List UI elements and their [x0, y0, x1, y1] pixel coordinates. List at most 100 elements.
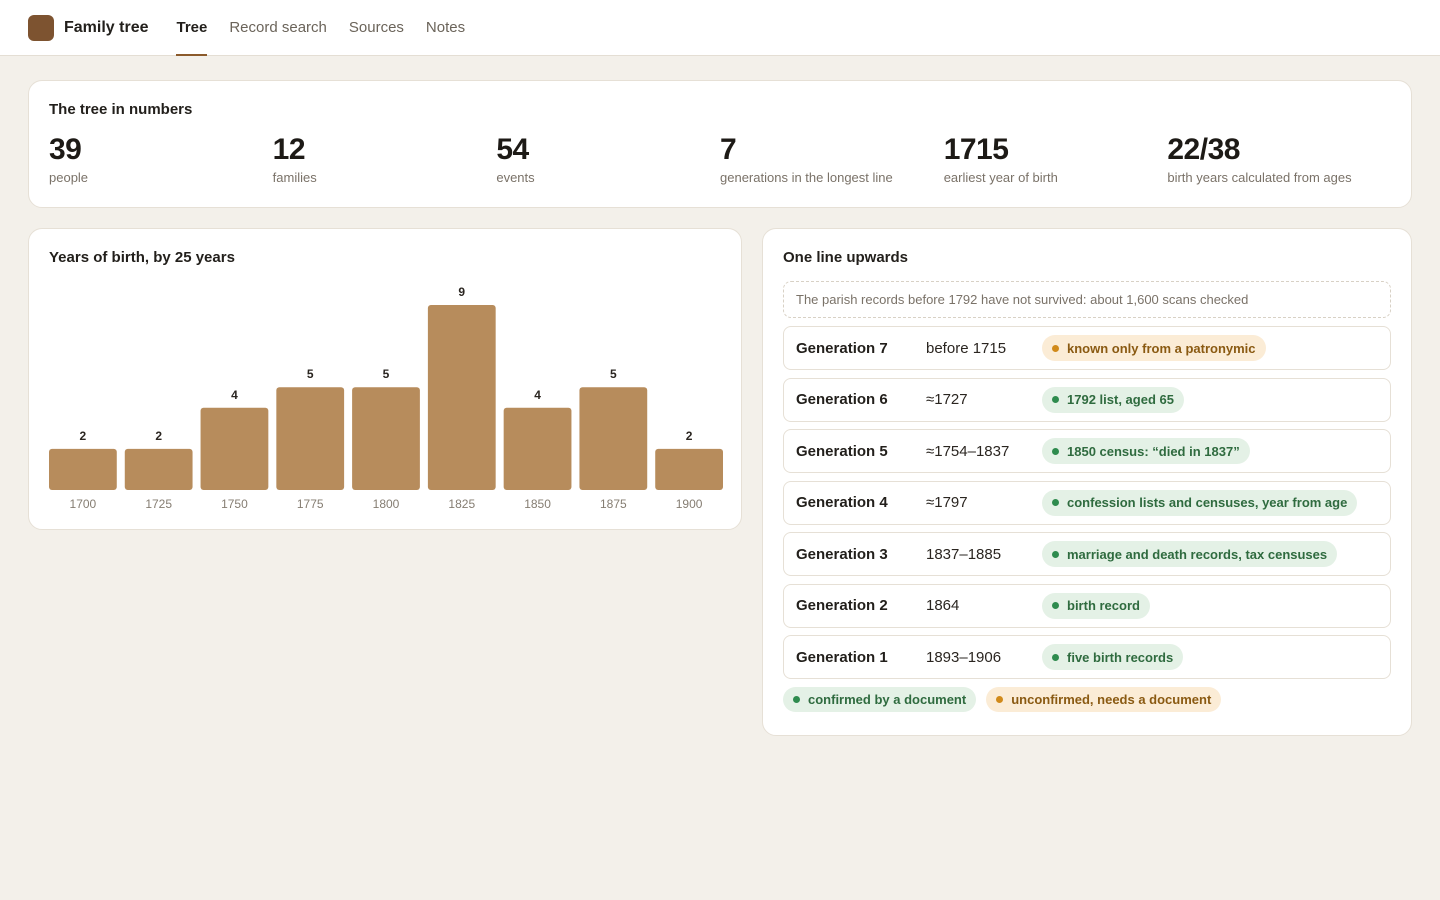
- generation-name: Generation 5: [796, 442, 888, 460]
- stats-title: The tree in numbers: [49, 101, 193, 118]
- source-text: birth record: [1067, 598, 1140, 613]
- stat-label: generations in the longest line: [720, 170, 893, 185]
- source-badge: five birth records: [1042, 644, 1184, 670]
- generation-row-4[interactable]: Generation 4 ≈1797 confession lists and …: [783, 480, 1391, 525]
- generation-name: Generation 7: [796, 339, 888, 357]
- stat-value: 7: [720, 133, 737, 166]
- x-tick-label: 1700: [70, 497, 97, 511]
- generation-years: 1864: [926, 597, 960, 614]
- stat-value: 54: [496, 133, 529, 166]
- bar-1900[interactable]: [655, 448, 723, 490]
- main-nav: Tree Record search Sources Notes: [176, 0, 487, 56]
- stat-people: 39 people: [49, 132, 273, 185]
- stat-events: 54 events: [496, 132, 720, 185]
- status-dot-icon: [1052, 653, 1059, 661]
- source-text: 1850 census: “died in 1837”: [1067, 443, 1240, 459]
- generation-name: Generation 3: [796, 545, 888, 563]
- stats-row: 39 people 12 families 54 events 7 genera…: [49, 132, 1391, 185]
- legend-text: unconfirmed, needs a document: [1011, 691, 1212, 707]
- generation-row-3[interactable]: Generation 3 1837–1885 marriage and deat…: [783, 532, 1391, 576]
- generation-name: Generation 4: [796, 494, 888, 511]
- birth-years-chart: 2 1700 2 1725 4 1750 5 1775 5 1800 9 1825 4 1850 5 1875…: [49, 285, 723, 511]
- bar-value-label: 4: [231, 388, 238, 402]
- legend-text: confirmed by a document: [808, 691, 967, 707]
- bar-value-label: 4: [534, 388, 541, 402]
- status-legend: confirmed by a document unconfirmed, nee…: [783, 686, 1391, 712]
- status-dot-icon: [1052, 550, 1059, 558]
- bar-value-label: 9: [458, 285, 465, 299]
- generation-years: before 1715: [926, 339, 1007, 357]
- missing-records-note: The parish records before 1792 have not …: [783, 281, 1391, 318]
- generation-name: Generation 1: [796, 648, 888, 666]
- stat-value: 22/38: [1167, 133, 1240, 166]
- bar-value-label: 5: [610, 367, 617, 381]
- source-badge: known only from a patronymic: [1042, 335, 1266, 361]
- app-title: Family tree: [64, 18, 149, 36]
- tab-notes[interactable]: Notes: [425, 19, 466, 36]
- bar-value-label: 2: [686, 429, 693, 443]
- bar-1725[interactable]: [124, 448, 193, 490]
- generation-name: Generation 6: [796, 391, 888, 408]
- x-tick-label: 1800: [373, 497, 400, 511]
- x-tick-label: 1900: [676, 497, 703, 511]
- stat-label: birth years calculated from ages: [1167, 170, 1352, 185]
- stat-label: events: [496, 170, 535, 185]
- generation-name: Generation 2: [796, 597, 888, 614]
- stat-value: 39: [49, 133, 82, 166]
- stat-value: 12: [272, 133, 306, 166]
- generation-years: 1893–1906: [926, 648, 1002, 666]
- bar-1875[interactable]: [579, 387, 648, 490]
- bar-1750[interactable]: [200, 407, 269, 490]
- bar-1825[interactable]: [427, 305, 496, 490]
- tab-sources[interactable]: Sources: [348, 19, 404, 36]
- source-text: confession lists and censuses, year from…: [1067, 495, 1348, 510]
- status-dot-icon: [793, 695, 800, 703]
- line-title: One line upwards: [783, 249, 909, 266]
- stat-generations: 7 generations in the longest line: [720, 132, 944, 185]
- generation-years: ≈1727: [926, 391, 968, 408]
- source-badge: confession lists and censuses, year from…: [1042, 489, 1358, 516]
- bar-value-label: 5: [307, 367, 314, 381]
- status-dot-icon: [1052, 447, 1059, 455]
- x-tick-label: 1825: [448, 497, 475, 511]
- stat-label: earliest year of birth: [943, 170, 1058, 185]
- generation-row-6[interactable]: Generation 6 ≈1727 1792 list, aged 65: [783, 377, 1391, 422]
- status-dot-icon: [1052, 602, 1059, 609]
- tab-record-search[interactable]: Record search: [229, 19, 327, 36]
- legend-unconfirmed: unconfirmed, needs a document: [986, 686, 1222, 712]
- generation-years: 1837–1885: [926, 545, 1002, 563]
- generation-years: ≈1797: [926, 494, 968, 511]
- source-text: marriage and death records, tax censuses: [1067, 546, 1328, 562]
- x-tick-label: 1775: [297, 497, 324, 511]
- status-dot-icon: [1052, 396, 1059, 403]
- bar-1700[interactable]: [49, 448, 117, 490]
- bar-value-label: 5: [383, 367, 390, 381]
- birth-years-chart-card: Years of birth, by 25 years 2 1700 2 1725 4 1…: [28, 228, 742, 530]
- app-logo: [28, 14, 54, 41]
- status-dot-icon: [1052, 344, 1059, 352]
- stat-calculated-years: 22/38 birth years calculated from ages: [1167, 132, 1391, 185]
- stat-families: 12 families: [273, 132, 497, 185]
- bar-1850[interactable]: [503, 407, 572, 490]
- x-tick-label: 1750: [221, 497, 248, 511]
- source-text: five birth records: [1067, 649, 1174, 665]
- stats-card: The tree in numbers 39 people 12 familie…: [28, 80, 1412, 208]
- source-badge: marriage and death records, tax censuses: [1042, 541, 1338, 567]
- source-text: 1792 list, aged 65: [1067, 392, 1174, 407]
- legend-confirmed: confirmed by a document: [783, 686, 977, 712]
- generation-row-5[interactable]: Generation 5 ≈1754–1837 1850 census: “di…: [783, 429, 1391, 473]
- x-tick-label: 1725: [145, 497, 172, 511]
- stat-value: 1715: [943, 133, 1009, 166]
- generation-row-7[interactable]: Generation 7 before 1715 known only from…: [783, 326, 1391, 370]
- tab-tree[interactable]: Tree: [176, 0, 207, 56]
- chart-title: Years of birth, by 25 years: [49, 249, 235, 266]
- source-text: known only from a patronymic: [1067, 340, 1256, 356]
- bar-1775[interactable]: [276, 387, 345, 490]
- bar-1800[interactable]: [352, 387, 420, 490]
- generation-row-2[interactable]: Generation 2 1864 birth record: [783, 583, 1391, 628]
- generation-list: Generation 7 before 1715 known only from…: [783, 326, 1391, 679]
- x-tick-label: 1875: [600, 497, 627, 511]
- generation-row-1[interactable]: Generation 1 1893–1906 five birth record…: [783, 635, 1391, 679]
- line-upwards-card: One line upwards The parish records befo…: [762, 228, 1412, 736]
- stat-label: families: [272, 170, 317, 185]
